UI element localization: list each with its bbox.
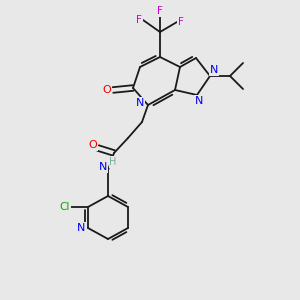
Text: O: O <box>88 140 98 150</box>
Text: F: F <box>136 15 142 25</box>
Text: F: F <box>157 6 163 16</box>
Text: N: N <box>195 96 203 106</box>
Text: F: F <box>178 17 184 27</box>
Text: N: N <box>136 98 144 108</box>
Text: Cl: Cl <box>60 202 70 212</box>
Text: N: N <box>210 65 218 75</box>
Text: H: H <box>109 157 117 167</box>
Text: N: N <box>99 162 107 172</box>
Text: O: O <box>103 85 111 95</box>
Text: N: N <box>77 223 85 233</box>
